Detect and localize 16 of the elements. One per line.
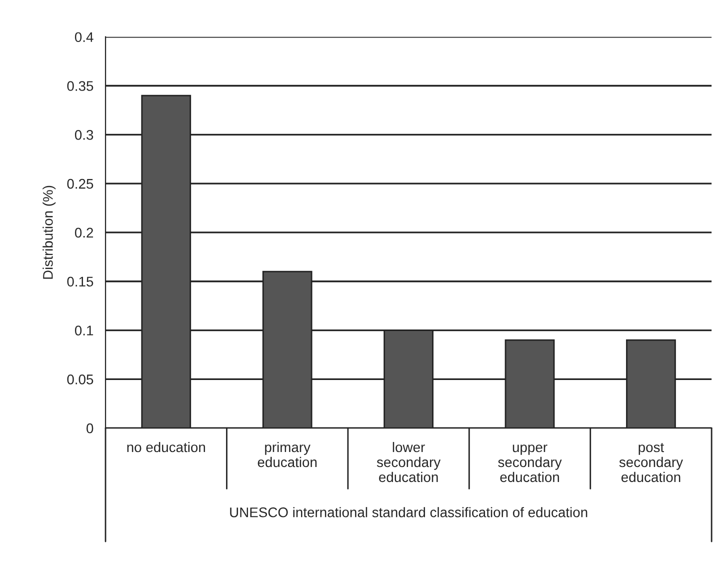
y-tick-label: 0.2 (74, 228, 94, 238)
x-tick-label: upper secondary education (498, 444, 562, 482)
y-tick-label: 0.25 (67, 178, 94, 189)
y-tick-label: 0 (86, 423, 94, 434)
y-tick-label: 0.3 (74, 130, 94, 140)
y-tick-label: 0.1 (74, 326, 94, 336)
y-tick-label: 0.4 (74, 32, 94, 42)
x-tick-label: lower secondary education (376, 442, 441, 482)
y-tick-label: 0.05 (67, 374, 94, 384)
x-tick-label: post secondary education (619, 443, 683, 482)
y-tick-label: 0.35 (67, 81, 94, 91)
x-axis-title: UNESCO international standard classification of education (230, 507, 588, 518)
x-tick-label: primary education (258, 442, 317, 468)
y-axis-title: Distribution (%) (42, 186, 56, 279)
y-tick-label: 0.15 (67, 276, 94, 287)
x-tick-label: no education (127, 442, 205, 452)
